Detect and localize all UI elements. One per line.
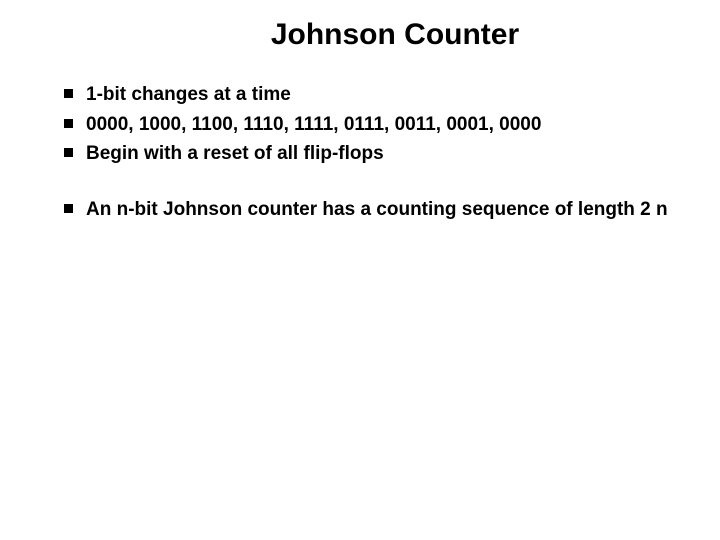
bullet-item: An n-bit Johnson counter has a counting …	[60, 197, 672, 223]
bullet-item: Begin with a reset of all flip-flops	[60, 141, 672, 167]
bullet-group-1: 1-bit changes at a time 0000, 1000, 1100…	[48, 82, 672, 167]
slide-title: Johnson Counter	[48, 18, 672, 52]
slide: Johnson Counter 1-bit changes at a time …	[0, 0, 720, 540]
bullet-group-2: An n-bit Johnson counter has a counting …	[48, 197, 672, 223]
bullet-item: 0000, 1000, 1100, 1110, 1111, 0111, 0011…	[60, 112, 672, 138]
bullet-item: 1-bit changes at a time	[60, 82, 672, 108]
spacer	[48, 171, 672, 197]
